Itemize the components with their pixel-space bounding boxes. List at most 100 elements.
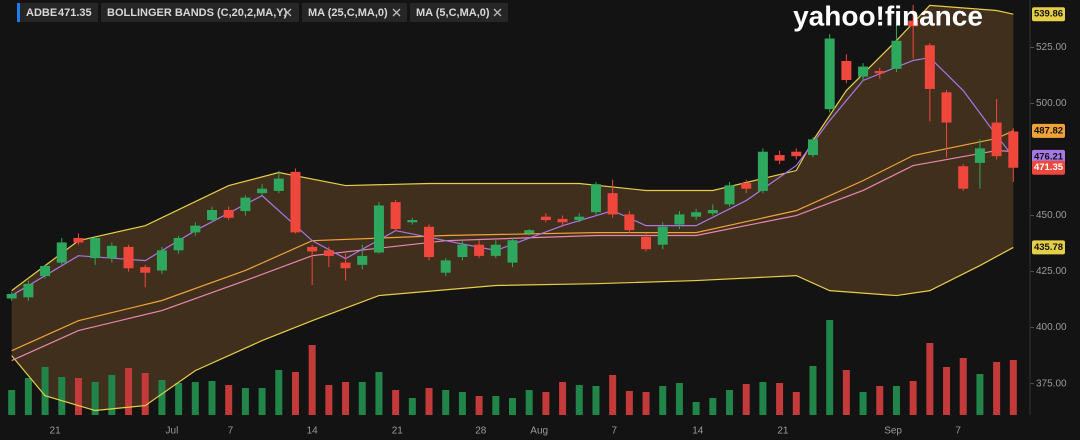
y-tick-label: 525.00 [1036,42,1067,53]
volume-bar [542,392,550,415]
last-value-badge [1032,123,1065,138]
volume-bar [442,390,450,415]
candle-body [657,226,668,245]
x-tick-label: 21 [392,426,404,437]
indicator-chip[interactable] [302,3,407,22]
y-tick-label: 450.00 [1036,210,1067,221]
candle-body [991,122,1002,157]
plot [6,4,1019,415]
x-tick-label: Aug [530,426,548,437]
candle-body [223,209,234,218]
volume-bar [559,382,567,415]
volume-bar [291,372,299,415]
candle-body [123,246,134,269]
candle-body [56,242,67,263]
volume-bar [8,390,16,415]
indicator-label[interactable]: BOLLINGER BANDS (C,20,2,MA,Y) [107,7,288,19]
volume-bar [191,382,199,415]
candle-body [807,139,818,156]
x-tick-label: 28 [475,426,487,437]
x-tick-label: Jul [166,426,179,437]
symbol-price: 471.35 [58,7,92,19]
candle-body [1008,131,1019,168]
y-tick-label: 375.00 [1036,378,1067,389]
candle-body [974,148,985,163]
volume-bar [392,390,400,415]
symbol[interactable]: ADBE [26,7,57,19]
indicator-chip[interactable] [101,3,299,22]
indicator-line [11,130,1014,352]
candle-body [741,183,752,189]
volume-bar [726,390,734,415]
candle-body [273,178,284,191]
symbol-chip[interactable] [20,3,98,22]
candle-body [891,40,902,69]
candle-body [858,66,869,77]
price-axis: 525.00 500.00 450.00 425.00 400.00 375.00 21 Ju… [50,0,1067,437]
x-tick-label: 21 [777,426,789,437]
indicator-line [11,149,1014,362]
volume-bar [342,382,350,415]
candle-body [574,216,585,221]
candle-body [607,193,618,215]
volume-bar [325,385,333,415]
indicator-chip[interactable] [410,3,508,22]
candle-body [707,209,718,214]
y-tick-label: 500.00 [1036,98,1067,109]
volume-bar [175,383,183,415]
volume-bar [308,345,316,415]
volume-bar [709,398,717,415]
candle-body [407,220,418,223]
volume-bar [158,380,166,415]
volume-bar [909,381,917,415]
candle-body [257,188,268,194]
close-icon[interactable] [392,8,401,17]
close-icon[interactable] [493,8,502,17]
volume-bar [475,396,483,415]
last-value-badge [1032,149,1065,164]
last-value-badge [1032,7,1065,22]
indicator-label[interactable]: MA (25,C,MA,0) [308,7,388,19]
volume-bar [809,366,817,415]
volume-bar [642,392,650,415]
volume-bar [1009,360,1017,415]
indicator-label[interactable]: MA (5,C,MA,0) [416,7,490,19]
y-tick-label: 400.00 [1036,322,1067,333]
band-fill [11,5,1014,411]
candle-body [173,237,184,251]
candle-body [958,166,969,189]
candle-body [357,255,368,265]
volume-bar [58,377,66,415]
candle-body [924,45,935,89]
volume-bar [458,392,466,415]
volume-bar [692,402,700,415]
volume-bar [943,367,951,415]
volume-bar [425,388,433,415]
candle-body [190,225,201,233]
x-tick-label: 14 [692,426,704,437]
candle-body [941,92,952,123]
candle-body [390,202,401,230]
volume-bar [275,370,283,415]
x-tick-label: 21 [50,426,62,437]
indicator-line [11,4,1014,292]
candle-body [791,151,802,157]
candle-body [691,212,702,217]
candle-body [557,218,568,223]
last-value-label: 471.35 [1034,162,1064,173]
candle-body [474,244,485,256]
volume-bar [208,381,216,415]
header: ADBE 471.35 BOLLINGER BANDS (C,20,2,MA,Y… [17,3,508,22]
volume-bar [876,386,884,415]
volume-bar [258,388,266,415]
volume-bar [408,398,416,415]
close-icon[interactable] [283,8,292,17]
candle-body [207,209,218,221]
candle-body [40,265,51,277]
volume-bar [225,385,233,415]
candle-body [373,205,384,253]
last-value-badge [1032,160,1065,175]
candle-body [307,246,318,252]
candle-body [240,197,251,212]
